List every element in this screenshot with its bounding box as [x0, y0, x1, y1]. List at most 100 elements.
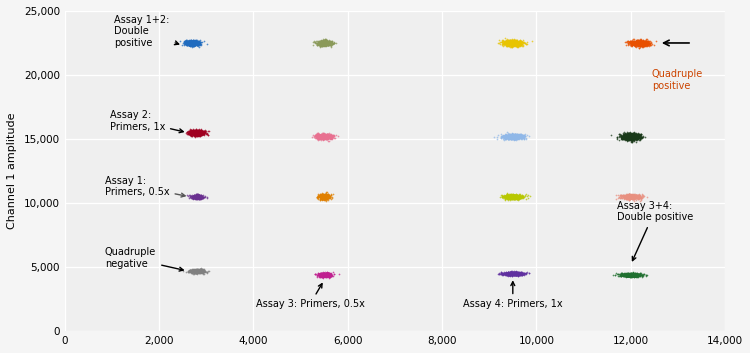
Point	[638, 43, 650, 48]
Point	[316, 272, 328, 277]
Point	[195, 197, 207, 202]
Point	[314, 136, 326, 141]
Point	[316, 271, 328, 277]
Point	[193, 193, 205, 199]
Point	[319, 193, 331, 199]
Point	[321, 271, 333, 277]
Point	[635, 40, 647, 46]
Point	[630, 273, 642, 278]
Point	[193, 132, 205, 137]
Point	[619, 194, 631, 200]
Point	[623, 133, 635, 139]
Point	[316, 273, 328, 279]
Point	[317, 38, 329, 44]
Point	[320, 271, 332, 276]
Point	[326, 134, 338, 139]
Point	[325, 136, 337, 141]
Point	[319, 134, 331, 140]
Point	[192, 130, 204, 136]
Point	[314, 133, 326, 139]
Point	[316, 40, 328, 45]
Point	[629, 135, 641, 141]
Point	[509, 135, 520, 140]
Point	[619, 134, 631, 140]
Point	[187, 39, 199, 45]
Point	[192, 194, 204, 200]
Point	[187, 131, 199, 136]
Point	[503, 195, 515, 201]
Point	[637, 40, 649, 46]
Point	[620, 273, 632, 278]
Point	[190, 193, 202, 199]
Point	[320, 134, 332, 139]
Point	[506, 195, 518, 200]
Point	[622, 273, 634, 279]
Point	[194, 269, 206, 275]
Point	[316, 133, 328, 139]
Point	[320, 133, 332, 138]
Point	[511, 43, 523, 48]
Point	[632, 273, 644, 279]
Point	[511, 38, 523, 44]
Point	[320, 133, 332, 139]
Point	[615, 193, 627, 198]
Point	[508, 39, 520, 44]
Point	[622, 136, 634, 141]
Point	[634, 193, 646, 199]
Point	[622, 273, 634, 279]
Point	[318, 193, 330, 199]
Point	[196, 195, 208, 201]
Point	[615, 195, 627, 200]
Point	[316, 194, 328, 199]
Point	[631, 40, 643, 46]
Point	[320, 272, 332, 278]
Point	[314, 273, 326, 278]
Point	[516, 39, 528, 45]
Point	[632, 38, 644, 44]
Point	[510, 270, 522, 276]
Point	[312, 39, 324, 45]
Point	[503, 133, 515, 139]
Point	[186, 129, 198, 134]
Point	[628, 135, 640, 140]
Point	[632, 133, 644, 139]
Point	[322, 133, 334, 139]
Point	[508, 39, 520, 45]
Point	[192, 41, 204, 47]
Point	[501, 134, 513, 139]
Point	[188, 40, 200, 45]
Point	[513, 193, 525, 199]
Point	[629, 272, 641, 277]
Point	[190, 128, 202, 133]
Point	[632, 40, 644, 45]
Point	[323, 196, 335, 201]
Point	[509, 136, 520, 142]
Point	[191, 128, 203, 134]
Point	[626, 132, 638, 138]
Point	[323, 133, 335, 138]
Point	[188, 130, 200, 136]
Point	[625, 195, 637, 200]
Point	[634, 40, 646, 46]
Point	[622, 193, 634, 199]
Point	[323, 193, 335, 199]
Point	[635, 38, 647, 43]
Point	[182, 40, 194, 45]
Point	[634, 195, 646, 201]
Point	[514, 194, 526, 200]
Point	[640, 41, 652, 47]
Point	[316, 274, 328, 279]
Point	[194, 194, 206, 200]
Point	[193, 268, 205, 274]
Point	[186, 268, 198, 273]
Point	[500, 136, 512, 142]
Point	[498, 271, 510, 276]
Point	[191, 40, 203, 45]
Point	[626, 134, 638, 140]
Point	[192, 41, 204, 46]
Point	[190, 195, 202, 201]
Point	[187, 131, 199, 137]
Point	[187, 269, 199, 274]
Point	[508, 270, 520, 276]
Point	[620, 136, 632, 141]
